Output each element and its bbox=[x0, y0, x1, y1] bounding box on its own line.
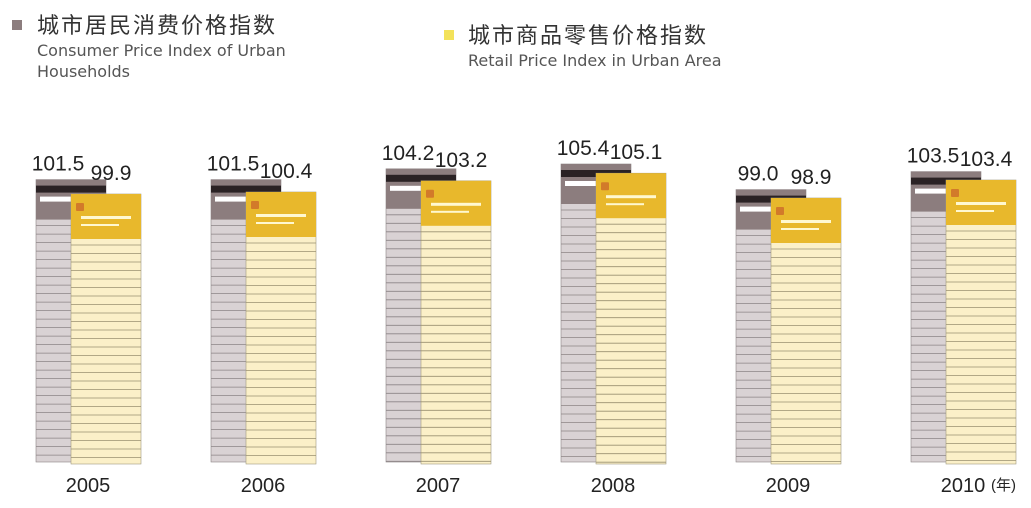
value-label: 105.1 bbox=[610, 141, 663, 164]
value-label: 101.5 bbox=[207, 153, 260, 176]
card-number bbox=[606, 203, 644, 206]
card-panel bbox=[40, 196, 72, 202]
card-stripe bbox=[36, 185, 106, 193]
card-number bbox=[431, 210, 469, 213]
card-panel bbox=[740, 206, 772, 212]
value-label: 101.5 bbox=[32, 153, 85, 176]
legend-label-en: Consumer Price Index of Urban Households bbox=[37, 41, 286, 81]
legend-label-en: Retail Price Index in Urban Area bbox=[468, 51, 722, 70]
card-panel bbox=[915, 188, 947, 194]
card-number bbox=[781, 228, 819, 230]
card-number bbox=[431, 202, 481, 206]
card-panel bbox=[390, 185, 422, 191]
card-chip bbox=[426, 189, 434, 198]
value-label: 98.9 bbox=[791, 166, 832, 189]
card-number bbox=[956, 210, 994, 212]
x-unit: (年) bbox=[991, 477, 1016, 494]
value-label: 103.2 bbox=[435, 149, 488, 172]
x-tick-label: 2009 bbox=[766, 475, 811, 497]
card-number bbox=[81, 216, 131, 219]
bar bbox=[595, 172, 667, 465]
card-stripe bbox=[211, 185, 281, 193]
value-label: 103.4 bbox=[960, 148, 1013, 171]
legend-swatch bbox=[444, 30, 454, 40]
legend-label: 城市商品零售价格指数 bbox=[468, 24, 709, 49]
x-tick-label: 2007 bbox=[416, 475, 461, 497]
card-chip bbox=[776, 207, 784, 215]
legend-label: 城市居民消费价格指数 bbox=[37, 14, 278, 39]
value-label: 99.9 bbox=[91, 162, 132, 185]
value-label: 100.4 bbox=[260, 160, 313, 183]
card-panel bbox=[215, 196, 247, 202]
bar bbox=[945, 179, 1017, 465]
legend-swatch bbox=[12, 20, 22, 30]
card-chip bbox=[76, 203, 84, 211]
bar bbox=[420, 180, 492, 465]
value-label: 99.0 bbox=[738, 163, 779, 186]
x-tick-label: 2005 bbox=[66, 475, 111, 497]
card-stripe bbox=[386, 174, 456, 182]
card-number bbox=[256, 222, 294, 224]
legend-item: 城市居民消费价格指数 Consumer Price Index of Urban… bbox=[12, 8, 342, 82]
card-chip bbox=[951, 189, 959, 197]
x-tick-label: 2010 bbox=[941, 475, 986, 497]
card-chip bbox=[251, 201, 259, 209]
value-label: 103.5 bbox=[907, 145, 960, 168]
x-tick-label: 2006 bbox=[241, 475, 286, 497]
card-number bbox=[256, 214, 306, 217]
card-number bbox=[781, 220, 831, 223]
card-number bbox=[606, 195, 656, 199]
value-label: 104.2 bbox=[382, 142, 435, 165]
x-tick-label: 2008 bbox=[591, 475, 636, 497]
card-number bbox=[81, 224, 119, 226]
legend-item: 城市商品零售价格指数 Retail Price Index in Urban A… bbox=[444, 18, 784, 71]
card-number bbox=[956, 202, 1006, 205]
value-label: 105.4 bbox=[557, 137, 610, 160]
card-panel bbox=[565, 181, 597, 186]
card-chip bbox=[601, 182, 609, 191]
